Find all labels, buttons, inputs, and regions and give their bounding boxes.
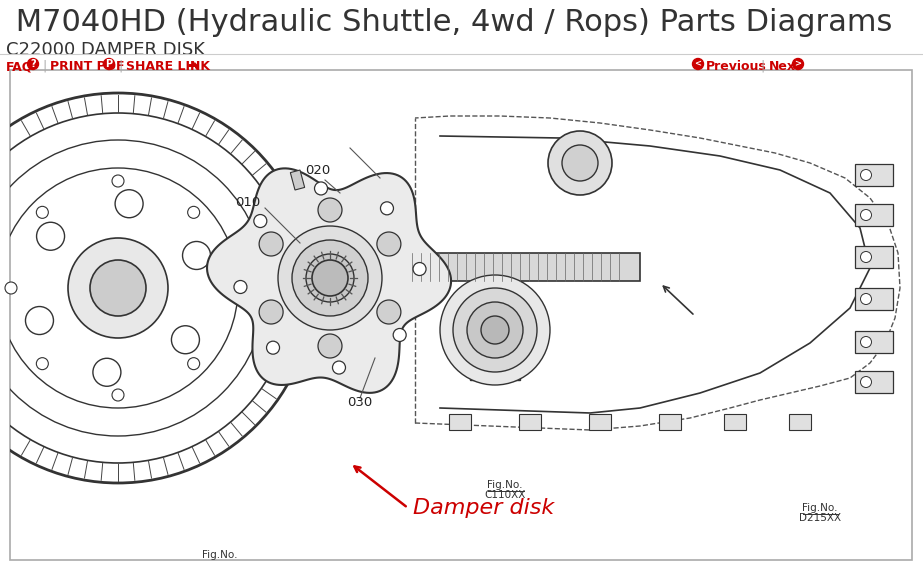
Bar: [291, 170, 305, 190]
Circle shape: [234, 280, 247, 294]
Circle shape: [103, 58, 114, 69]
Text: >: >: [795, 60, 801, 69]
Text: Fig.No.: Fig.No.: [802, 503, 838, 513]
Circle shape: [254, 214, 267, 228]
Bar: [724, 414, 746, 430]
Circle shape: [692, 58, 703, 69]
Text: Next: Next: [769, 60, 802, 73]
Circle shape: [414, 262, 426, 276]
Circle shape: [183, 242, 210, 269]
Circle shape: [219, 282, 231, 294]
Circle shape: [172, 326, 199, 354]
Circle shape: [332, 361, 345, 374]
Circle shape: [187, 206, 199, 218]
Circle shape: [26, 306, 54, 335]
Circle shape: [292, 240, 368, 316]
Text: D215XX: D215XX: [799, 513, 841, 523]
Bar: [789, 414, 811, 430]
Bar: [855, 371, 893, 393]
Circle shape: [112, 389, 124, 401]
Circle shape: [115, 190, 143, 218]
Text: M7040HD (Hydraulic Shuttle, 4wd / Rops) Parts Diagrams: M7040HD (Hydraulic Shuttle, 4wd / Rops) …: [6, 8, 893, 37]
Text: |: |: [42, 60, 46, 73]
Text: P: P: [105, 59, 113, 69]
Circle shape: [259, 300, 283, 324]
Bar: [470, 370, 520, 380]
Text: C22000 DAMPER DISK: C22000 DAMPER DISK: [6, 41, 205, 59]
Circle shape: [860, 251, 871, 262]
Text: Damper disk: Damper disk: [413, 498, 554, 518]
Bar: [10, 70, 912, 560]
Text: Previous: Previous: [706, 60, 767, 73]
Bar: [855, 331, 893, 353]
Circle shape: [318, 198, 342, 222]
Circle shape: [36, 358, 48, 370]
Circle shape: [377, 300, 401, 324]
Bar: [855, 164, 893, 186]
Circle shape: [793, 58, 804, 69]
Text: |: |: [118, 60, 122, 73]
Circle shape: [860, 376, 871, 387]
Circle shape: [187, 358, 199, 370]
Text: C110XX: C110XX: [485, 490, 526, 500]
Text: |: |: [760, 60, 764, 73]
Circle shape: [860, 209, 871, 220]
Circle shape: [259, 232, 283, 256]
Bar: [855, 288, 893, 310]
Text: Fig.No.: Fig.No.: [487, 480, 522, 490]
Circle shape: [28, 58, 39, 69]
Circle shape: [860, 169, 871, 180]
Text: PRINT PDF: PRINT PDF: [50, 60, 125, 73]
Bar: [589, 414, 611, 430]
Bar: [519, 414, 541, 430]
Text: FAQ: FAQ: [6, 60, 33, 73]
Text: Fig.No.: Fig.No.: [202, 550, 238, 560]
Circle shape: [318, 334, 342, 358]
Circle shape: [267, 341, 280, 354]
Bar: [405, 241, 423, 293]
Bar: [449, 414, 471, 430]
Circle shape: [393, 328, 406, 342]
Text: ➡: ➡: [187, 60, 198, 73]
Circle shape: [860, 294, 871, 305]
Bar: [855, 204, 893, 226]
Circle shape: [5, 282, 17, 294]
Circle shape: [112, 175, 124, 187]
Bar: [410, 253, 640, 281]
Circle shape: [306, 254, 354, 302]
Circle shape: [377, 232, 401, 256]
Circle shape: [312, 260, 348, 296]
Circle shape: [90, 260, 146, 316]
Circle shape: [36, 206, 48, 218]
Text: 010: 010: [235, 197, 260, 209]
Text: 030: 030: [347, 397, 373, 409]
Circle shape: [453, 288, 537, 372]
Circle shape: [93, 358, 121, 386]
Circle shape: [548, 131, 612, 195]
Text: ?: ?: [30, 59, 36, 69]
Circle shape: [68, 238, 168, 338]
Circle shape: [562, 145, 598, 181]
Text: SHARE LINK: SHARE LINK: [126, 60, 210, 73]
Text: 020: 020: [306, 164, 330, 176]
Bar: [855, 246, 893, 268]
Circle shape: [37, 223, 65, 250]
Circle shape: [481, 316, 509, 344]
Circle shape: [380, 202, 393, 215]
Polygon shape: [207, 168, 451, 393]
Circle shape: [315, 182, 328, 195]
Circle shape: [440, 275, 550, 385]
Circle shape: [278, 226, 382, 330]
Circle shape: [860, 336, 871, 347]
Text: <: <: [694, 60, 701, 69]
Bar: [659, 414, 681, 430]
Circle shape: [467, 302, 523, 358]
